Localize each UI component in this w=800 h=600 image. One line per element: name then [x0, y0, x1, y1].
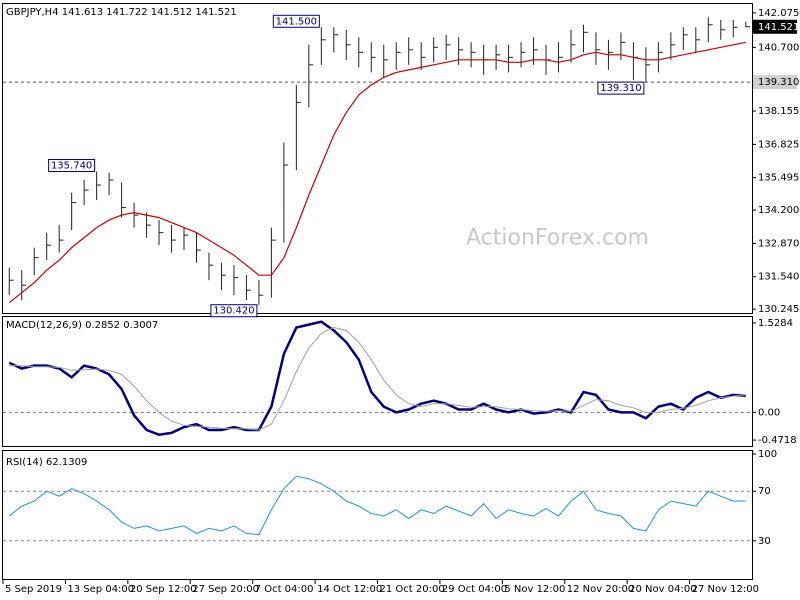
watermark: ActionForex.com: [466, 226, 649, 251]
x-tick-label: 27 Sep 20:00: [192, 584, 259, 595]
signal-line: [9, 326, 746, 431]
x-tick-label: 20 Sep 12:00: [130, 584, 197, 595]
panel-title: GBPJPY,H4 141.613 141.722 141.512 141.52…: [6, 7, 237, 18]
y-tick-label: -0.4718: [758, 435, 797, 446]
x-tick-label: 21 Oct 20:00: [380, 584, 445, 595]
x-tick-label: 5 Nov 12:00: [504, 584, 565, 595]
y-tick-label: 136.825: [758, 139, 799, 150]
last-price-box: [753, 19, 797, 34]
level-box: [753, 75, 797, 90]
y-tick-label: 0.00: [758, 407, 780, 418]
x-tick-label: 5 Sep 2019: [5, 584, 62, 595]
moving-average: [8, 41, 746, 304]
rsi-line: [8, 475, 746, 536]
x-tick-label: 20 Nov 04:00: [629, 584, 696, 595]
y-tick-label: 100: [758, 449, 777, 460]
y-tick-label: 132.870: [758, 238, 799, 249]
panel-title: MACD(12,26,9) 0.2852 0.3007: [6, 320, 158, 331]
y-tick-label: 134.200: [758, 205, 799, 216]
annotation-label: 130.420: [213, 306, 254, 317]
y-tick-label: 135.495: [758, 173, 799, 184]
annotation-box: [597, 81, 645, 95]
annotation-label: 141.500: [276, 16, 317, 27]
y-tick-label: 140.700: [758, 42, 799, 53]
macd-line: [8, 320, 746, 436]
y-tick-label: 30: [758, 536, 771, 547]
x-tick-label: 27 Nov 12:00: [692, 584, 759, 595]
x-tick-label: 14 Oct 12:00: [317, 584, 382, 595]
y-tick-label: 138.155: [758, 106, 799, 117]
annotation-box: [272, 14, 320, 28]
annotation-label: 139.310: [600, 83, 641, 94]
price-panel: [2, 3, 753, 314]
annotation-box: [48, 159, 96, 173]
level-label: 139.310: [758, 77, 799, 88]
panel-title: RSI(14) 62.1309: [6, 457, 87, 468]
last-price-label: 141.521: [758, 22, 799, 33]
y-tick-label: 130.245: [758, 304, 799, 315]
macd-panel: [2, 316, 753, 447]
y-tick-label: 70: [758, 486, 771, 497]
rsi-panel: [2, 450, 753, 580]
annotation-box: [210, 304, 258, 318]
x-tick-label: 13 Sep 04:00: [67, 584, 134, 595]
y-tick-label: 142.075: [758, 8, 799, 19]
x-tick-label: 7 Oct 04:00: [255, 584, 314, 595]
y-tick-label: 1.5284: [758, 318, 793, 329]
y-tick-label: 131.540: [758, 272, 799, 283]
x-tick-label: 29 Oct 04:00: [442, 584, 507, 595]
x-tick-label: 12 Nov 20:00: [567, 584, 634, 595]
annotation-label: 135.740: [51, 161, 92, 172]
